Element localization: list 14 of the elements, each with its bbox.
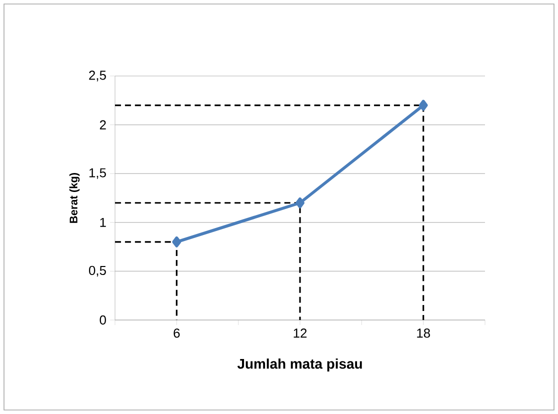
x-tick-label: 12 [294, 328, 307, 338]
y-tick-label: 0,5 [88, 266, 106, 277]
y-tick-label: 0 [100, 315, 106, 325]
y-axis-title: Berat (kg) [69, 172, 80, 223]
x-tick-label: 6 [174, 328, 180, 338]
y-tick-label: 2,5 [89, 70, 106, 82]
y-tick-label: 2 [100, 120, 106, 130]
point [172, 236, 182, 248]
y-tick-label: 1 [100, 218, 106, 227]
point [296, 197, 304, 208]
x-tick-label: 18 [417, 328, 430, 338]
point [418, 100, 428, 111]
x-axis-title: Jumlah mata pisau [237, 358, 362, 372]
y-tick-label: 1,5 [89, 168, 106, 179]
